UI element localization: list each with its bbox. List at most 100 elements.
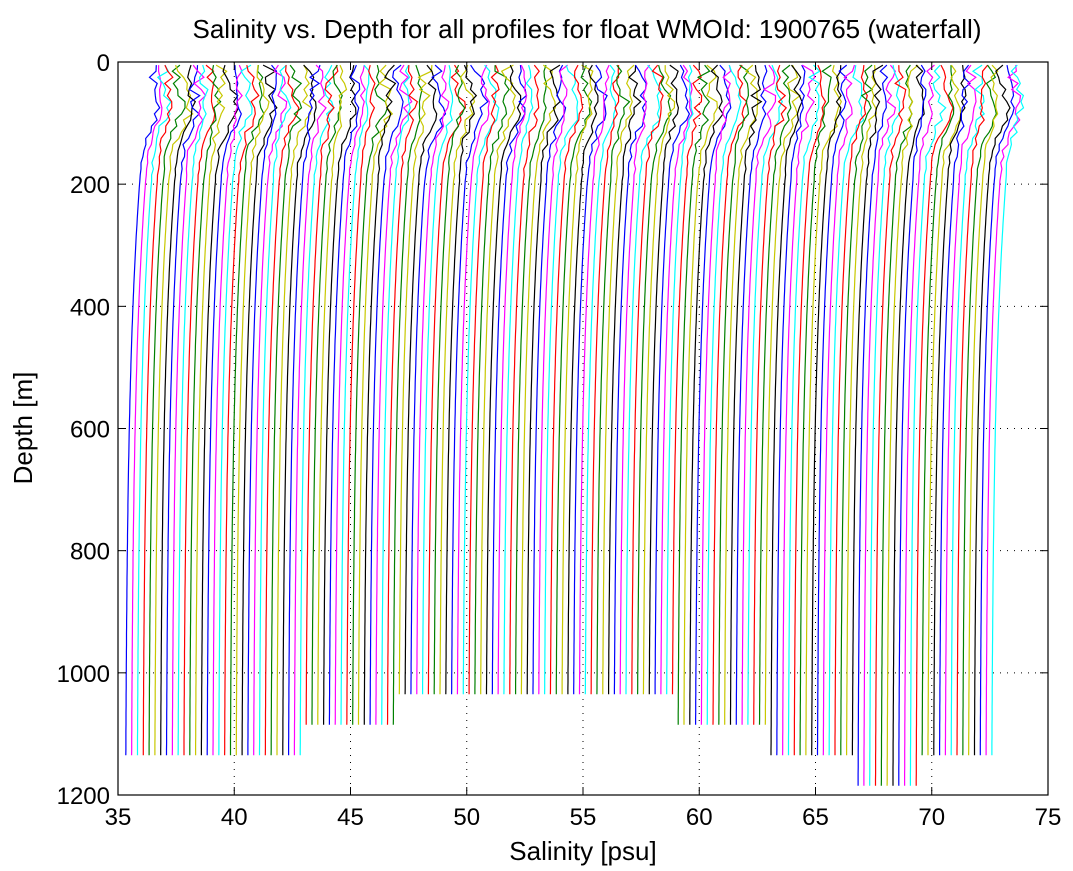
y-tick-label: 1000 — [57, 661, 110, 688]
profile-line — [793, 64, 827, 756]
profile-line — [514, 64, 548, 695]
profile-line — [747, 64, 783, 725]
x-tick-label: 35 — [105, 804, 132, 831]
profile-line — [299, 64, 335, 756]
profile-line — [933, 65, 967, 756]
profile-line — [311, 64, 343, 725]
profile-line — [898, 64, 927, 786]
profile-line — [683, 64, 719, 725]
profile-line — [613, 64, 648, 695]
profile-line — [561, 64, 594, 695]
profile-line — [607, 65, 642, 695]
profile-line — [497, 64, 528, 695]
profile-line — [903, 64, 935, 786]
profile-line — [973, 64, 1011, 756]
y-tick-label: 600 — [70, 417, 110, 444]
profile-line — [619, 64, 651, 695]
profile-line — [485, 64, 522, 695]
profile-line — [270, 64, 303, 756]
profile-line — [927, 64, 962, 756]
profile-line — [799, 64, 832, 756]
y-axis-label: Depth [m] — [8, 372, 38, 485]
profile-line — [189, 64, 222, 756]
profile-line — [962, 64, 997, 756]
profile-line — [154, 64, 194, 756]
profile-line — [921, 65, 955, 756]
profile-line — [909, 64, 947, 786]
profile-line — [323, 64, 357, 725]
x-axis-label: Salinity [psu] — [509, 836, 656, 866]
profile-line — [346, 64, 376, 725]
profile-line — [381, 64, 411, 725]
profile-line — [416, 64, 450, 695]
profile-line — [735, 64, 768, 725]
profile-line — [264, 65, 300, 756]
profile-line — [567, 64, 599, 695]
profile-line — [985, 65, 1022, 756]
profile-line — [462, 64, 500, 695]
profile-line — [712, 64, 748, 725]
profile-line — [602, 64, 635, 695]
profile-line — [451, 64, 489, 695]
profile-line — [520, 64, 557, 695]
profile-line — [352, 64, 389, 725]
profile-line — [433, 64, 466, 695]
x-tick-label: 75 — [1035, 804, 1062, 831]
profile-line — [509, 64, 540, 695]
profile-line — [764, 64, 802, 725]
profile-line — [857, 64, 889, 786]
profile-line — [224, 64, 260, 756]
profile-line — [340, 64, 370, 725]
profile-line — [247, 64, 278, 756]
profile-line — [642, 65, 676, 695]
profile-line — [770, 64, 803, 756]
y-tick-label: 1200 — [57, 783, 110, 810]
profile-line — [828, 65, 865, 756]
y-tick-label: 0 — [97, 50, 110, 77]
profile-line — [148, 64, 186, 756]
profile-line — [468, 64, 500, 695]
profile-line — [404, 64, 438, 695]
profile-line — [944, 64, 977, 756]
x-axis-ticks: 35 40 45 50 55 60 65 70 75 — [105, 62, 1062, 831]
profile-line — [276, 64, 313, 756]
profile-line — [538, 64, 568, 695]
profile-line — [258, 64, 292, 756]
profile-line — [724, 64, 759, 725]
profile-line — [386, 65, 419, 725]
profile-line — [253, 64, 288, 756]
profile-line — [805, 64, 842, 756]
profile-line — [637, 64, 672, 695]
profile-line — [218, 64, 253, 756]
profile-line — [671, 64, 703, 695]
profile-line — [363, 64, 397, 725]
profile-line — [142, 64, 174, 756]
profile-line — [456, 64, 491, 695]
profile-line — [177, 64, 209, 756]
profile-line — [869, 64, 901, 786]
profile-line — [206, 65, 242, 756]
profile-line — [282, 64, 317, 756]
profile-line — [526, 64, 561, 695]
profile-line — [706, 64, 742, 725]
profile-line — [532, 64, 567, 695]
profile-line — [811, 65, 842, 756]
profile-line — [596, 64, 631, 695]
profile-line — [753, 64, 788, 725]
profile-line — [666, 64, 694, 695]
profile-line — [125, 65, 161, 756]
profile-line — [474, 65, 510, 695]
profile-line — [874, 65, 907, 786]
profile-line — [718, 64, 750, 725]
profile-line — [787, 64, 821, 756]
profile-line — [938, 64, 971, 756]
profile-line — [950, 64, 986, 756]
profile-line — [398, 65, 433, 695]
profile-line — [782, 64, 816, 756]
profile-lines — [125, 64, 1025, 786]
profile-line — [357, 64, 394, 725]
profile-line — [863, 64, 897, 786]
profile-line — [131, 65, 163, 756]
profile-line — [822, 64, 856, 756]
